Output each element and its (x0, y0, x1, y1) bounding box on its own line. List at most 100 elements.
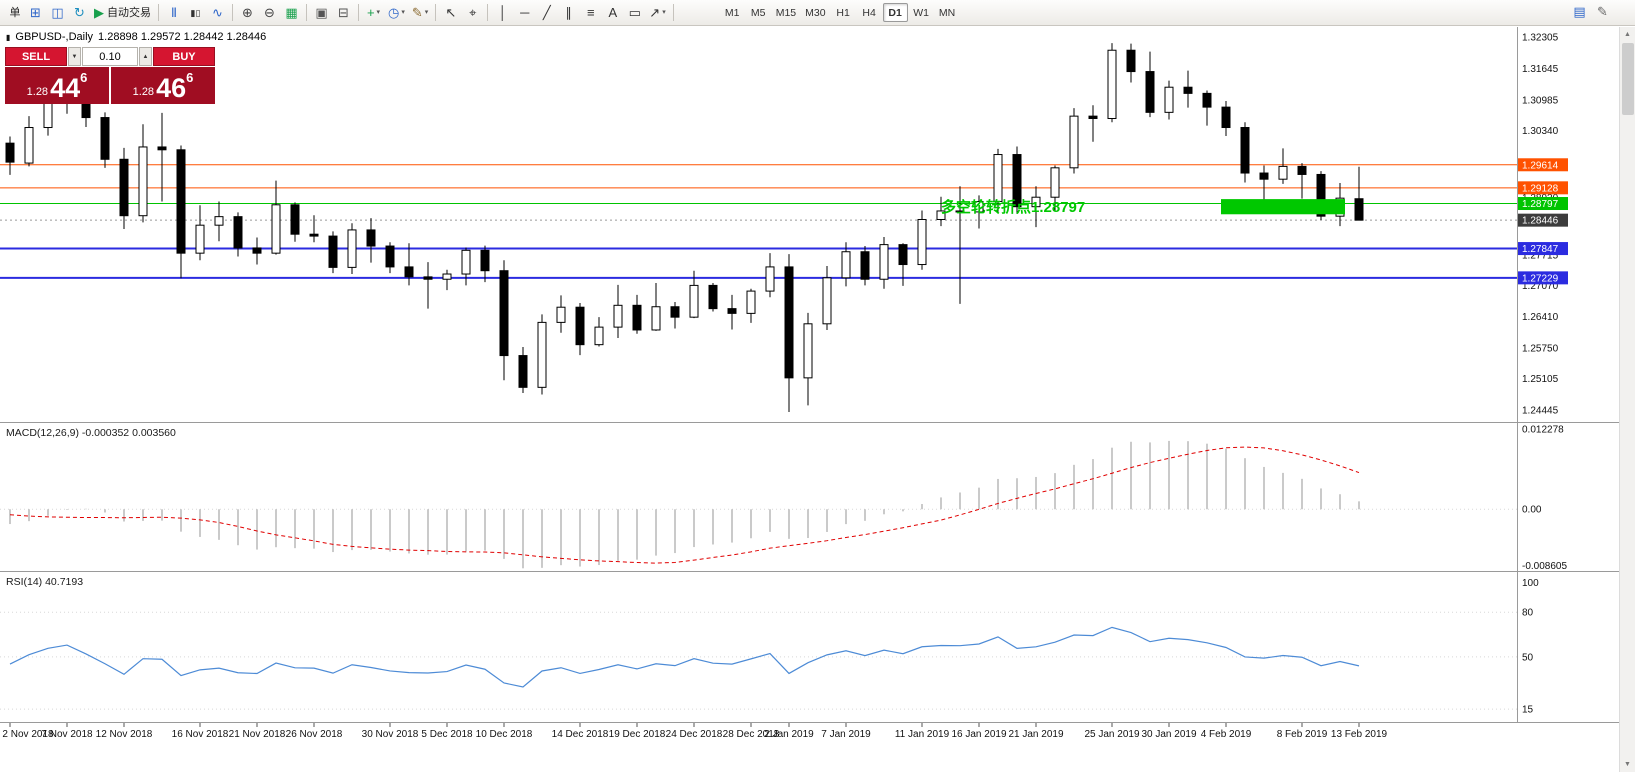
candle-body (822, 277, 832, 325)
candle-body (708, 284, 718, 310)
toolbar-separator (158, 4, 159, 21)
timeframe-m1[interactable]: M1 (724, 6, 740, 19)
timeframe-m30[interactable]: M30 (805, 6, 826, 19)
equidistant-channel-icon[interactable]: ∥ (565, 4, 573, 20)
macd-axis-label: 0.00 (1522, 505, 1542, 516)
crosshair-icon[interactable]: ⌖ (469, 4, 477, 20)
candle-body (480, 249, 490, 272)
tile-windows-icon[interactable]: ▦ (285, 4, 298, 20)
candle-body (803, 323, 813, 379)
candle-body (556, 306, 566, 323)
tile-horizontally-icon[interactable]: ⊟ (338, 4, 349, 20)
indicators-button[interactable]: + ▾ (363, 3, 384, 23)
toolbar: 单 ⊞ ◫ ↻ ▶ 自动交易 ||| ▮▯ ∿ ⊕ ⊖ ▦ ▣ ⊟ + ▾ ◷ ▾ ✎ ▾ ↖ ⌖ │ ─ ╱ ∥ ≡ A ▭ ↗ ▾ M1 M… (0, 0, 1635, 26)
candle-body (1259, 172, 1269, 180)
chart-settings-icon[interactable]: ▤ (1573, 4, 1586, 19)
candle-body (1012, 154, 1022, 208)
text-icon[interactable]: A (608, 4, 618, 20)
candle-body (442, 273, 452, 280)
timeframe-h1[interactable]: H1 (836, 6, 850, 19)
arrows-icon[interactable]: ↗ ▾ (646, 3, 668, 23)
macd-indicator-label: MACD(12,26,9) -0.000352 0.003560 (6, 427, 176, 439)
timeframe-mn[interactable]: MN (938, 6, 956, 19)
toolbar-separator (358, 4, 359, 21)
vertical-scrollbar[interactable]: ▲ ▼ (1619, 27, 1635, 772)
date-axis-label: 4 Feb 2019 (1201, 729, 1252, 740)
line-chart-mode-icon[interactable]: ∿ (212, 4, 223, 20)
sell-button[interactable]: SELL (5, 47, 67, 66)
toolbar-separator (306, 4, 307, 21)
dropdown-arrow-icon: ▾ (376, 8, 381, 16)
market-watch-icon[interactable]: ◫ (51, 4, 64, 20)
templates-button[interactable]: ✎ ▾ (409, 3, 431, 23)
bar-chart-mode-icon[interactable]: ||| (171, 6, 177, 18)
candle-body (993, 154, 1003, 202)
scrollbar-thumb[interactable] (1622, 43, 1634, 115)
candlestick-mode-icon[interactable]: ▮▯ (190, 7, 201, 18)
candle-body (1297, 165, 1307, 175)
date-axis-label: 5 Dec 2018 (421, 729, 473, 740)
fibonacci-icon[interactable]: ≡ (586, 4, 595, 20)
new-order-button[interactable]: 单 (3, 3, 24, 23)
candle-body (1278, 165, 1288, 180)
edit-chart-icon[interactable]: ✎ (1597, 4, 1608, 19)
autotrading-button[interactable]: ▶ 自动交易 (91, 3, 154, 23)
candle-body (290, 204, 300, 235)
periods-button[interactable]: ◷ ▾ (385, 3, 408, 23)
zoom-out-icon[interactable]: ⊖ (264, 4, 275, 20)
timeframe-d1[interactable]: D1 (882, 3, 908, 22)
toolbar-separator (435, 4, 437, 21)
timeframe-m5[interactable]: M5 (750, 6, 766, 19)
refresh-icon[interactable]: ↻ (74, 4, 85, 20)
candle-body (1240, 127, 1250, 174)
horizontal-line-icon[interactable]: ─ (520, 4, 530, 20)
volume-decrease-button[interactable]: ▼ (68, 47, 81, 66)
zoom-in-icon[interactable]: ⊕ (242, 4, 253, 20)
cursor-icon[interactable]: ↖ (445, 4, 457, 20)
one-click-controls: SELL ▼ ▲ BUY (5, 47, 215, 66)
price-line-label: 1.29614 (1518, 158, 1568, 172)
date-axis-label: 30 Jan 2019 (1141, 729, 1196, 740)
candle-body (1050, 167, 1060, 198)
timeframe-w1[interactable]: W1 (913, 6, 929, 19)
trendline-icon[interactable]: ╱ (542, 4, 551, 20)
price-line-label: 1.28797 (1518, 197, 1568, 211)
cascade-windows-icon[interactable]: ▣ (315, 4, 328, 20)
sell-price-display[interactable]: 1.28 44 6 (5, 67, 109, 104)
toolbar-separator (232, 4, 233, 21)
dropdown-arrow-icon: ▾ (401, 8, 405, 16)
symbol-period-label: GBPUSD-,Daily (15, 31, 94, 43)
new-chart-icon[interactable]: ⊞ (30, 4, 41, 20)
macd-histogram (9, 440, 1360, 569)
sell-price-big: 44 (50, 73, 81, 103)
candle-body (5, 142, 15, 163)
ohlc-values: 1.28898 1.29572 1.28442 1.28446 (98, 31, 267, 43)
rectangle-object[interactable] (1221, 199, 1345, 215)
text-label-icon[interactable]: ▭ (628, 4, 641, 20)
timeframe-h4[interactable]: H4 (862, 6, 876, 19)
volume-input[interactable] (82, 47, 138, 66)
price-line-label: 1.28446 (1518, 213, 1568, 227)
buy-price-display[interactable]: 1.28 46 6 (111, 67, 215, 104)
price-axis-label: 1.25105 (1522, 374, 1559, 385)
candle-body (176, 149, 186, 254)
scroll-up-button[interactable]: ▲ (1624, 31, 1631, 38)
candle-body (765, 266, 775, 292)
candle-body (651, 306, 661, 331)
rsi-axis-label: 100 (1522, 578, 1539, 589)
price-axis-label: 1.32305 (1522, 33, 1559, 44)
buy-price-big: 46 (156, 73, 187, 103)
macd-axis-label: 0.012278 (1522, 425, 1564, 436)
date-axis-label: 7 Nov 2018 (41, 729, 93, 740)
svg-text:1.29614: 1.29614 (1522, 160, 1559, 171)
timeframe-m15[interactable]: M15 (775, 6, 797, 19)
price-line-label: 1.29128 (1518, 181, 1568, 195)
vertical-line-icon[interactable]: │ (498, 4, 507, 20)
volume-increase-button[interactable]: ▲ (139, 47, 152, 66)
date-axis-label: 12 Nov 2018 (96, 729, 153, 740)
text-annotation[interactable]: 多空轮转折点1.28797 (941, 198, 1085, 216)
scroll-down-button[interactable]: ▼ (1624, 761, 1631, 768)
candle-body (423, 276, 433, 280)
date-axis-label: 21 Jan 2019 (1008, 729, 1063, 740)
buy-button[interactable]: BUY (153, 47, 215, 66)
